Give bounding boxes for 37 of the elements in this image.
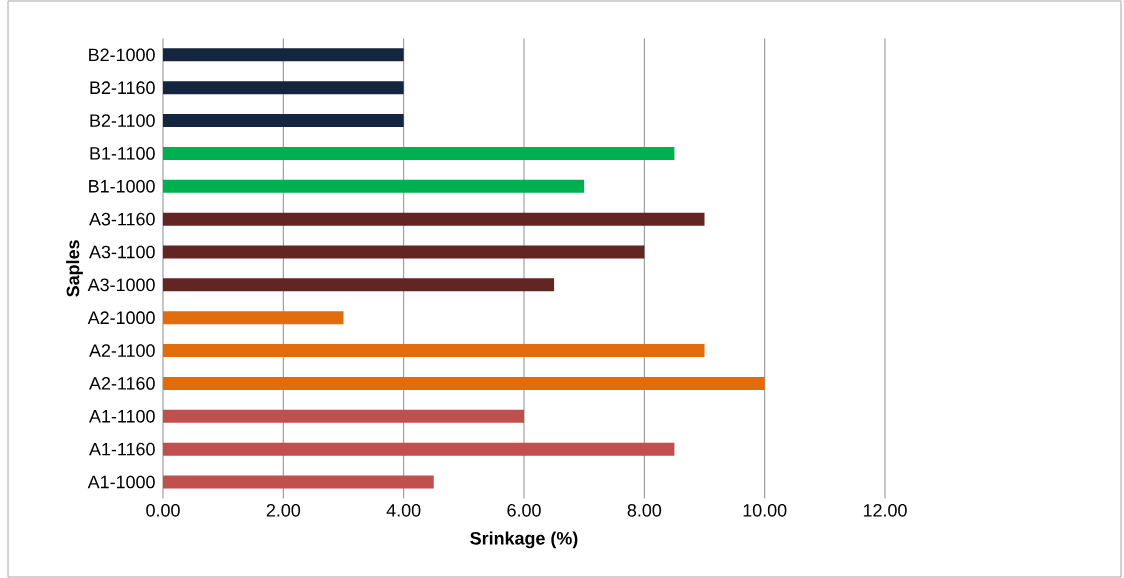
y-tick-label: B2-1000 — [89, 48, 155, 62]
y-tick-label: B2-1160 — [90, 81, 155, 95]
y-tick-label: A2-1100 — [89, 344, 155, 357]
y-tick-label: A1-1100 — [89, 409, 155, 423]
bar — [163, 48, 404, 62]
bar — [163, 245, 645, 259]
y-tick-label: A3-1100 — [89, 245, 155, 259]
y-tick-label: A3-1160 — [89, 212, 155, 226]
bar — [163, 278, 555, 292]
x-tick-label: 0.00 — [146, 503, 180, 517]
x-tick-label: 10.00 — [743, 503, 787, 517]
y-tick-label: B2-1100 — [90, 114, 155, 127]
bar — [163, 146, 675, 160]
bar — [163, 409, 524, 423]
bar — [163, 212, 705, 226]
bar — [163, 311, 344, 325]
bar — [163, 376, 765, 390]
y-tick-label: A1-1000 — [87, 475, 155, 489]
bar — [163, 114, 404, 128]
x-tick-label: 2.00 — [266, 503, 301, 517]
y-tick-label: A3-1000 — [87, 278, 155, 292]
bar — [163, 475, 434, 489]
y-tick-label: B1-1000 — [89, 179, 155, 193]
y-axis-title: Saples — [66, 240, 83, 297]
y-tick-label: A2-1000 — [87, 311, 155, 325]
y-tick-label: A1-1160 — [89, 442, 155, 456]
y-tick-label: B1-1100 — [90, 147, 155, 160]
bar — [163, 81, 404, 95]
bar — [163, 179, 585, 193]
x-tick-label: 4.00 — [386, 503, 421, 517]
bar — [163, 344, 705, 358]
y-tick-label: A2-1160 — [89, 377, 155, 390]
bar — [163, 442, 675, 456]
x-tick-label: 12.00 — [863, 503, 907, 517]
x-tick-label: 6.00 — [507, 503, 541, 517]
x-axis-title: Srinkage (%) — [470, 531, 578, 549]
x-tick-label: 8.00 — [627, 503, 662, 517]
